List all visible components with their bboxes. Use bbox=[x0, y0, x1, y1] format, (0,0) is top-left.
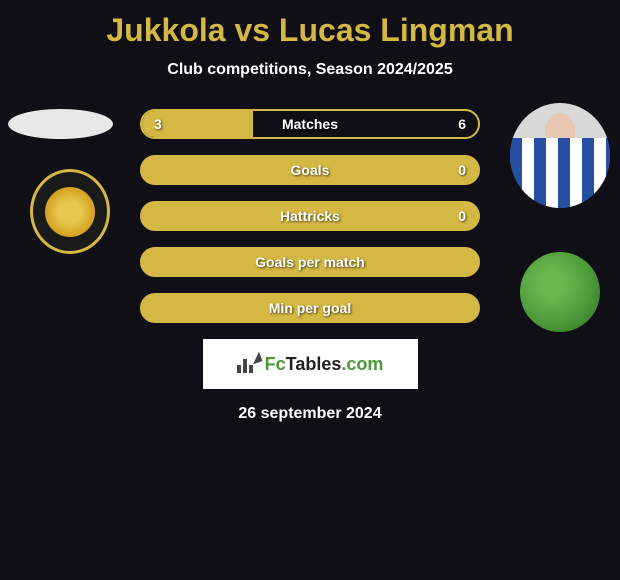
watermark[interactable]: FcTables.com bbox=[203, 339, 418, 389]
stat-right-value: 0 bbox=[458, 208, 466, 224]
subtitle: Club competitions, Season 2024/2025 bbox=[0, 61, 620, 79]
chart-arrow-icon bbox=[237, 355, 259, 373]
club-left-logo-inner bbox=[45, 187, 95, 237]
stat-label: Goals per match bbox=[255, 254, 365, 270]
stat-row-goals-per-match: Goals per match bbox=[140, 247, 480, 277]
player-right-avatar bbox=[510, 103, 610, 208]
stat-left-value: 3 bbox=[154, 116, 162, 132]
stat-label: Min per goal bbox=[269, 300, 351, 316]
stat-row-goals: Goals 0 bbox=[140, 155, 480, 185]
stat-label: Goals bbox=[291, 162, 330, 178]
player-left-avatar bbox=[8, 109, 113, 139]
date-text: 26 september 2024 bbox=[0, 405, 620, 423]
comparison-content: 3 Matches 6 Goals 0 Hattricks 0 Goals pe… bbox=[0, 109, 620, 423]
stat-row-hattricks: Hattricks 0 bbox=[140, 201, 480, 231]
stats-container: 3 Matches 6 Goals 0 Hattricks 0 Goals pe… bbox=[140, 109, 480, 323]
stat-row-min-per-goal: Min per goal bbox=[140, 293, 480, 323]
stat-row-matches: 3 Matches 6 bbox=[140, 109, 480, 139]
club-left-logo bbox=[30, 169, 110, 254]
stat-right-value: 6 bbox=[458, 116, 466, 132]
stat-label: Matches bbox=[282, 116, 338, 132]
page-title: Jukkola vs Lucas Lingman bbox=[0, 0, 620, 49]
club-right-logo bbox=[520, 252, 600, 332]
stat-label: Hattricks bbox=[280, 208, 340, 224]
stat-right-value: 0 bbox=[458, 162, 466, 178]
watermark-text: FcTables.com bbox=[265, 354, 384, 375]
